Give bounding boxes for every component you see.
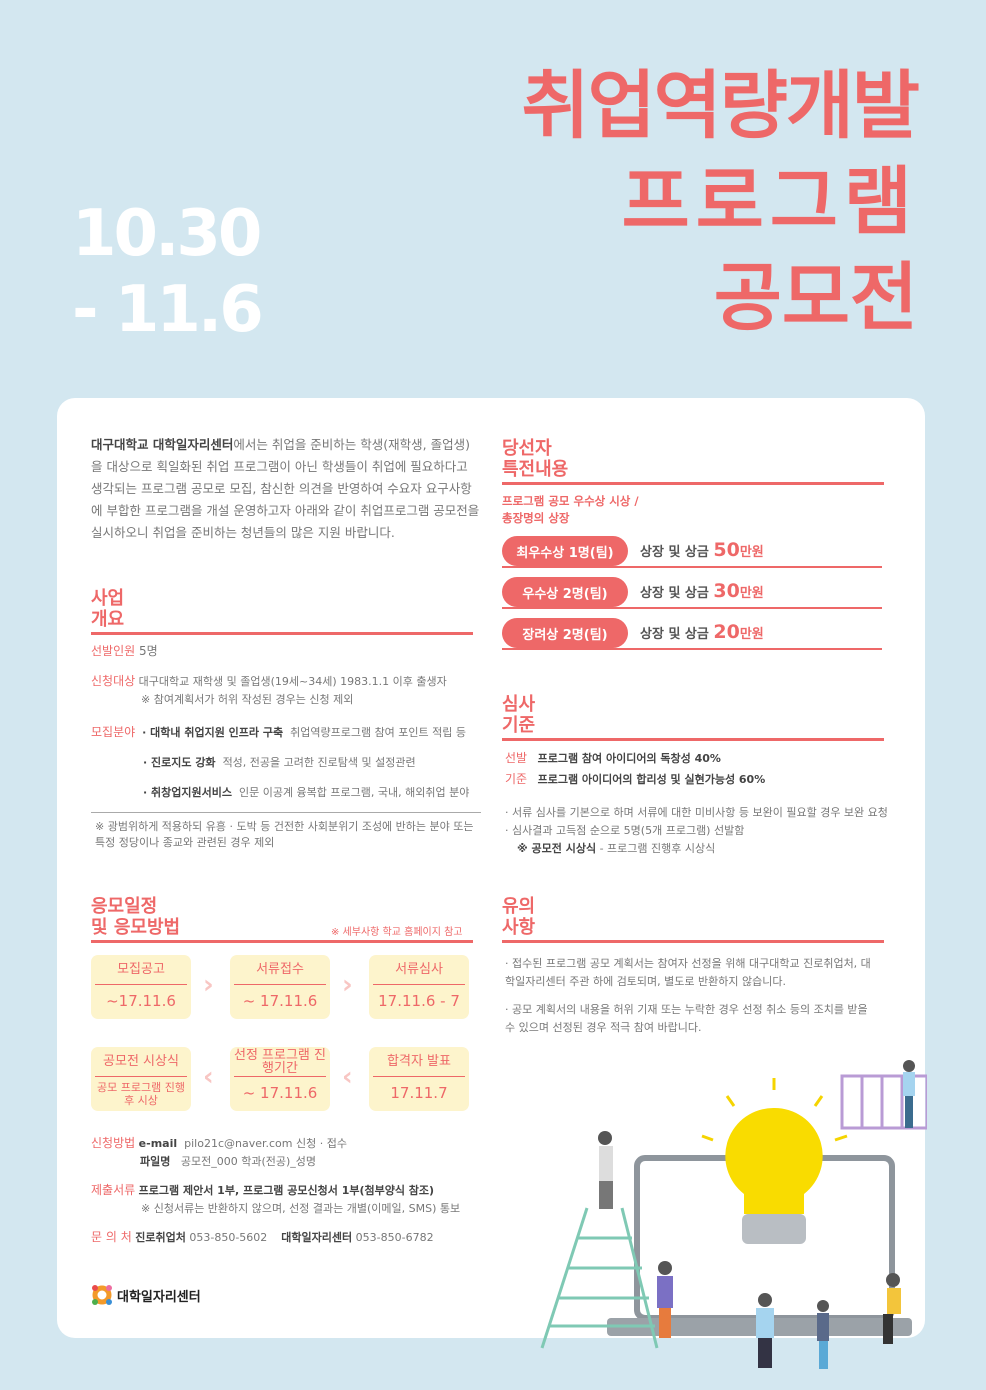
notice-title: 유의 사항 [502,896,536,938]
step-4: 합격자 발표 17.11.7 [369,1047,469,1111]
schedule-title: 응모일정 및 응모방법 [91,896,181,938]
prize-row: 우수상 2명(팀) 상장 및 상금 30만원 [502,577,882,609]
criteria-title: 심사 기준 [502,694,536,736]
title-line-2: 프로그램 [621,159,918,245]
poster-title: 취업역량개발 프로그램 공모전 [521,58,920,346]
end-date: - 11.6 [72,273,264,347]
intro-org: 대구대학교 대학일자리센터 [91,437,234,452]
logo-icon [92,1285,112,1305]
intro-body: 에서는 취업을 준비하는 학생(재학생, 졸업생)을 대상으로 획일화된 취업 … [91,437,480,540]
content-card: 대구대학교 대학일자리센터에서는 취업을 준비하는 학생(재학생, 졸업생)을 … [57,398,927,1369]
title-line-3: 공모전 [713,255,918,341]
criteria-body: 선발 프로그램 참여 아이디어의 독창성 40% 기준 프로그램 아이디어의 합… [505,751,888,855]
schedule-note: ※ 세부사항 학교 홈페이지 참고 [331,927,463,938]
overview-body: 선발인원 5명 신청대상 대구대학교 재학생 및 졸업생(19세~34세) 19… [91,640,481,851]
lightbulb-illustration [540,1060,927,1369]
step-6: 공모전 시상식 공모 프로그램 진행 후 시상 [91,1047,191,1111]
chevron-left-icon: ‹ [342,1062,353,1092]
notice-body: · 접수된 프로그램 공모 계획서는 참여자 선정을 위해 대구대학교 진로취업… [505,957,871,1034]
apply-info: 신청방법 e-mail pilo21c@naver.com 신청 · 접수 파일… [91,1136,461,1244]
chevron-right-icon: › [342,970,353,1000]
logo: 대학일자리센터 [91,1284,201,1306]
chevron-right-icon: › [203,970,214,1000]
intro-text: 대구대학교 대학일자리센터에서는 취업을 준비하는 학생(재학생, 졸업생)을 … [91,434,481,544]
prizes-subtitle: 프로그램 공모 우수상 시상 / 총장명의 상장 [502,494,639,525]
start-date: 10.30 [72,197,262,271]
step-2: 서류접수 ~ 17.11.6 [230,955,330,1019]
title-line-1: 취업역량개발 [521,63,920,149]
prize-row: 장려상 2명(팀) 상장 및 상금 20만원 [502,618,882,650]
prize-row: 최우수상 1명(팀) 상장 및 상금 50만원 [502,536,882,568]
chevron-left-icon: ‹ [203,1062,214,1092]
period: 10.30 - 11.6 [72,196,264,348]
prizes-title: 당선자 특전내용 [502,438,569,480]
step-1: 모집공고 ~17.11.6 [91,955,191,1019]
overview-title: 사업 개요 [91,588,125,630]
step-3: 서류심사 17.11.6 - 7 [369,955,469,1019]
step-5: 선정 프로그램 진행기간 ~ 17.11.6 [230,1047,330,1111]
